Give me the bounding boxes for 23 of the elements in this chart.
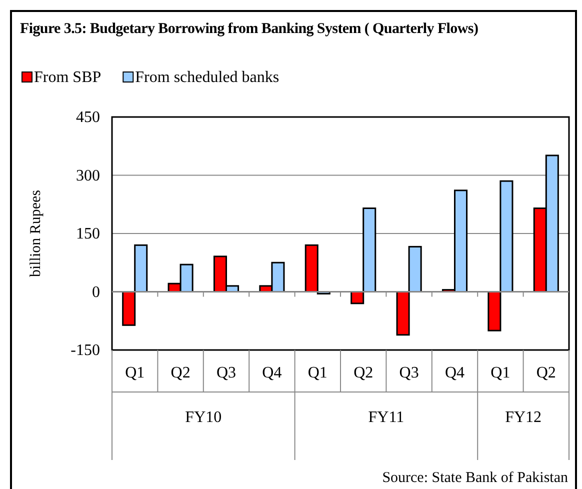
- y-tick-label: -150: [70, 342, 100, 360]
- x-tick-label: Q3: [399, 364, 419, 382]
- x-tick-label: Q2: [170, 364, 190, 382]
- text: FY11: [368, 409, 404, 426]
- x-tick-label: Q3: [216, 364, 236, 382]
- x-tick-label: Q2: [536, 364, 556, 382]
- legend-label: From SBP: [34, 69, 102, 86]
- chart-title: Figure 3.5: Budgetary Borrowing from Banking System ( Quarterly Flows): [20, 21, 478, 37]
- y-tick-label: 150: [76, 226, 100, 243]
- x-tick-label: Q1: [308, 364, 328, 382]
- x-tick-label: Q2: [354, 364, 374, 382]
- text: FY10: [185, 409, 222, 426]
- text: FY12: [505, 409, 542, 426]
- y-axis-title: billion Rupees: [28, 190, 44, 278]
- source-note: Source: State Bank of Pakistan: [382, 470, 568, 486]
- y-tick-label: 300: [76, 167, 100, 184]
- x-tick-label: Q1: [490, 364, 510, 382]
- x-tick-label: Q4: [444, 364, 465, 382]
- legend-label: From scheduled banks: [135, 69, 280, 86]
- x-tick-label: Q1: [125, 364, 145, 382]
- y-tick-label: 0: [92, 284, 100, 301]
- y-tick-label: 450: [76, 109, 100, 126]
- x-tick-label: Q4: [262, 364, 282, 382]
